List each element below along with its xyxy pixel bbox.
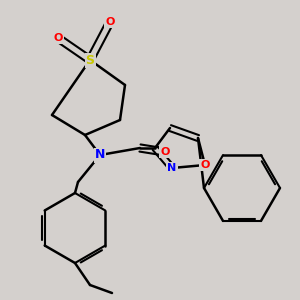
Text: S: S <box>85 53 94 67</box>
Text: N: N <box>95 148 105 161</box>
Text: O: O <box>200 160 210 170</box>
Text: O: O <box>160 147 170 157</box>
Text: O: O <box>53 33 63 43</box>
Text: N: N <box>167 163 177 173</box>
Text: O: O <box>105 17 115 27</box>
